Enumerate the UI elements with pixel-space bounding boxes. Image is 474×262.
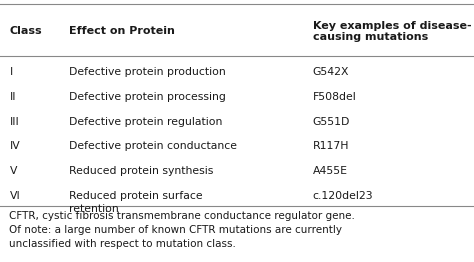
- Text: V: V: [9, 166, 17, 176]
- Text: CFTR, cystic fibrosis transmembrane conductance regulator gene.
Of note: a large: CFTR, cystic fibrosis transmembrane cond…: [9, 211, 356, 249]
- Text: G551D: G551D: [313, 117, 350, 127]
- Text: Reduced protein synthesis: Reduced protein synthesis: [69, 166, 213, 176]
- Text: G542X: G542X: [313, 67, 349, 77]
- Text: Defective protein production: Defective protein production: [69, 67, 226, 77]
- Text: Defective protein regulation: Defective protein regulation: [69, 117, 222, 127]
- Text: A455E: A455E: [313, 166, 348, 176]
- Text: Class: Class: [9, 26, 42, 36]
- Text: III: III: [9, 117, 19, 127]
- Text: II: II: [9, 92, 16, 102]
- Text: F508del: F508del: [313, 92, 356, 102]
- Text: Defective protein conductance: Defective protein conductance: [69, 141, 237, 151]
- Text: Reduced protein surface
retention: Reduced protein surface retention: [69, 191, 202, 214]
- Text: c.120del23: c.120del23: [313, 191, 374, 201]
- Text: Defective protein processing: Defective protein processing: [69, 92, 226, 102]
- Text: IV: IV: [9, 141, 20, 151]
- Text: I: I: [9, 67, 13, 77]
- Text: R117H: R117H: [313, 141, 349, 151]
- Text: Key examples of disease-
causing mutations: Key examples of disease- causing mutatio…: [313, 21, 472, 42]
- Text: Effect on Protein: Effect on Protein: [69, 26, 174, 36]
- Text: VI: VI: [9, 191, 20, 201]
